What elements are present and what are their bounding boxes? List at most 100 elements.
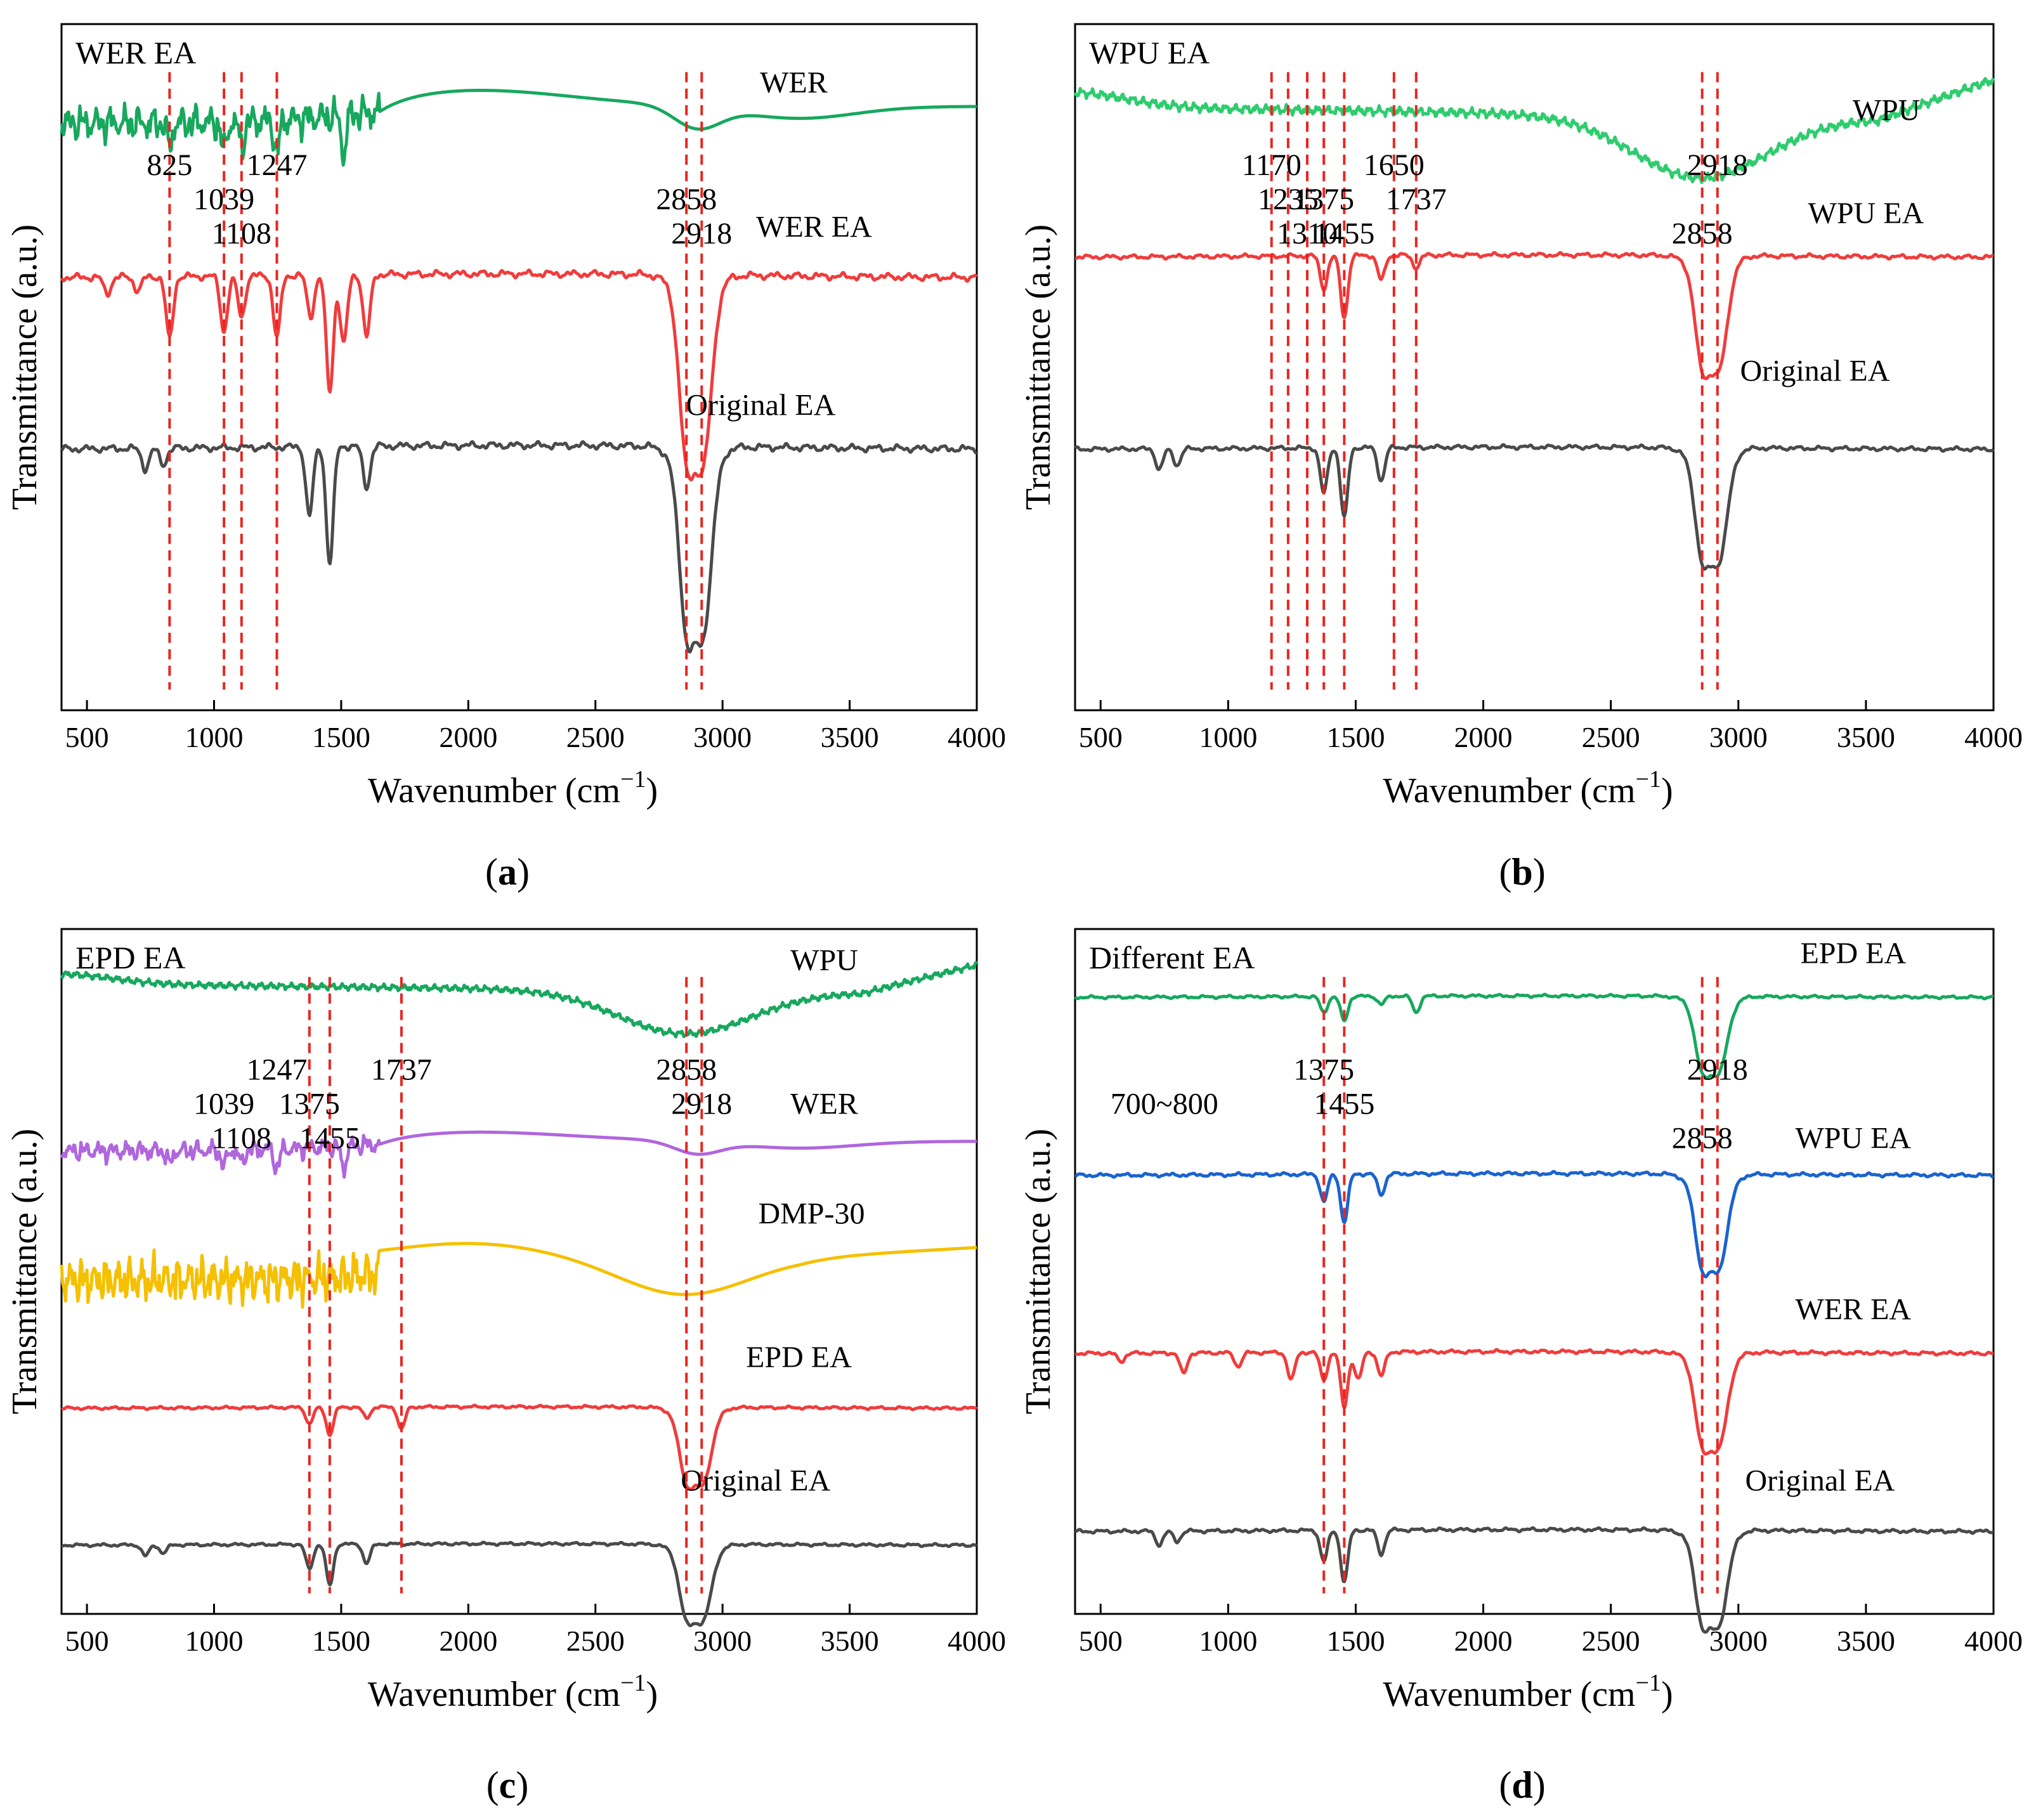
series-label: WPU EA <box>1808 197 1924 230</box>
series-line-dmp-30 <box>60 1242 977 1309</box>
panel-d: 500 1000 1500 2000 2500 3000 3500 4000 Wavenumbe… <box>1019 928 2023 1806</box>
peak-annotation: 1108 <box>212 1122 271 1155</box>
peak-annotation: 1737 <box>1386 183 1447 216</box>
series-line-epd-ea <box>61 1403 978 1491</box>
panel-title: Different EA <box>1089 940 1255 975</box>
series-line-original-ea <box>1074 1526 1994 1634</box>
x-tick-label: 1000 <box>1199 721 1257 753</box>
x-tick-label: 4000 <box>948 721 1006 753</box>
x-tick-label: 3000 <box>1709 1625 1768 1657</box>
y-axis-label: Transmittance (a.u.) <box>1019 1129 1058 1415</box>
subfigure-label: (a) <box>485 851 530 893</box>
x-tick-label: 500 <box>1079 721 1123 753</box>
x-tick-label: 4000 <box>948 1625 1006 1657</box>
x-tick-label: 1500 <box>312 721 370 753</box>
peak-annotation: 1375 <box>1293 1053 1354 1087</box>
subfigure-label: (c) <box>486 1764 529 1806</box>
peak-annotation: 2858 <box>656 183 717 216</box>
series-line-wpu-ea <box>1074 1169 1994 1278</box>
series-line-wer-ea <box>1074 1348 1995 1456</box>
x-tick-label: 1000 <box>185 1625 244 1657</box>
y-axis-label: Transmittance (a.u.) <box>1019 224 1058 510</box>
peak-annotation: 1170 <box>1242 148 1302 182</box>
series-label: WPU <box>1853 93 1921 127</box>
peak-annotation: 1039 <box>193 1088 254 1121</box>
panel-c: 500 1000 1500 2000 2500 3000 3500 4000 Wavenumbe… <box>5 928 1006 1806</box>
peak-annotation: 2918 <box>671 217 732 250</box>
peak-annotation: 1375 <box>1293 183 1354 216</box>
x-tick-label: 2500 <box>566 721 625 753</box>
series-line-wer-ea <box>60 268 978 482</box>
peak-annotation: 700~800 <box>1111 1088 1218 1121</box>
series-label: Original EA <box>686 389 835 422</box>
peak-annotation: 1108 <box>212 217 271 250</box>
series-label: WER <box>760 66 828 100</box>
peak-annotation: 1235 <box>1258 183 1319 216</box>
x-tick-label: 3000 <box>1709 721 1768 753</box>
x-tick-label: 3000 <box>693 1625 752 1657</box>
series-label: Original EA <box>681 1464 830 1498</box>
peak-annotation: 2918 <box>1687 1053 1748 1087</box>
x-tick-label: 2500 <box>566 1625 625 1657</box>
peak-annotation: 2858 <box>1672 1122 1733 1155</box>
peak-annotation: 1375 <box>279 1088 340 1121</box>
x-tick-label: 2000 <box>1454 721 1513 753</box>
peak-annotation: 2918 <box>1687 148 1748 182</box>
x-axis-label: Wavenumber (cm−1) <box>368 766 658 810</box>
series-label: WER EA <box>1795 1293 1911 1327</box>
peak-annotation: 825 <box>147 148 192 182</box>
plot-frame <box>1074 23 1995 712</box>
panel-title: EPD EA <box>75 940 186 975</box>
plot-frame <box>60 23 978 712</box>
x-tick-label: 3500 <box>1837 721 1895 753</box>
peak-annotation: 1455 <box>1314 1088 1374 1121</box>
plot-frame <box>60 928 978 1615</box>
x-tick-label: 1500 <box>1326 721 1385 753</box>
x-axis-label: Wavenumber (cm−1) <box>368 1670 658 1714</box>
x-tick-label: 2500 <box>1582 721 1640 753</box>
x-tick-label: 2000 <box>439 721 497 753</box>
subfigure-label: (d) <box>1499 1764 1545 1806</box>
x-tick-label: 500 <box>65 1625 109 1657</box>
peak-annotation: 1310 <box>1277 217 1338 250</box>
series-label: WPU EA <box>1795 1122 1911 1155</box>
y-axis-label: Transmittance (a.u.) <box>5 1129 44 1415</box>
subfigure-label: (b) <box>1499 851 1545 893</box>
y-axis-label: Transmittance (a.u.) <box>5 224 44 510</box>
peak-annotation: 1455 <box>299 1122 360 1155</box>
series-label: EPD EA <box>746 1341 852 1374</box>
panel-a: 500 1000 1500 2000 2500 3000 3500 4000 Wavenumbe… <box>5 23 1006 893</box>
x-tick-label: 500 <box>65 721 109 753</box>
x-tick-label: 2500 <box>1582 1625 1640 1657</box>
x-axis-label: Wavenumber (cm−1) <box>1383 1670 1673 1714</box>
panel-b: 500 1000 1500 2000 2500 3000 3500 4000 Wavenumbe… <box>1019 23 2023 893</box>
series-line-wer <box>60 1130 977 1179</box>
x-tick-label: 3500 <box>1837 1625 1895 1657</box>
x-tick-label: 2000 <box>439 1625 497 1657</box>
series-label: WER <box>790 1088 858 1121</box>
series-line-original-ea <box>60 440 977 654</box>
series-label: Original EA <box>1740 354 1889 388</box>
panel-title: WER EA <box>75 35 196 70</box>
x-tick-label: 500 <box>1079 1625 1123 1657</box>
series-line-wer <box>60 89 977 167</box>
x-tick-label: 4000 <box>1964 721 2023 753</box>
x-axis-label: Wavenumber (cm−1) <box>1383 766 1673 810</box>
x-tick-label: 3500 <box>821 721 879 753</box>
x-tick-label: 1500 <box>1326 1625 1385 1657</box>
peak-annotation: 2918 <box>671 1088 732 1121</box>
series-line-original-ea <box>1074 443 1995 571</box>
series-line-wpu <box>1073 77 1995 185</box>
x-tick-label: 3000 <box>693 721 752 753</box>
series-line-wpu-ea <box>1074 250 1994 380</box>
x-tick-label: 1000 <box>1199 1625 1257 1657</box>
panel-title: WPU EA <box>1089 35 1210 70</box>
peak-annotation: 1455 <box>1314 217 1374 250</box>
peak-annotation: 1650 <box>1364 148 1425 182</box>
x-tick-label: 4000 <box>1964 1625 2023 1657</box>
x-tick-label: 3500 <box>821 1625 879 1657</box>
peak-annotation: 1247 <box>247 148 308 182</box>
series-line-wpu <box>60 961 978 1039</box>
x-tick-label: 1000 <box>185 721 244 753</box>
